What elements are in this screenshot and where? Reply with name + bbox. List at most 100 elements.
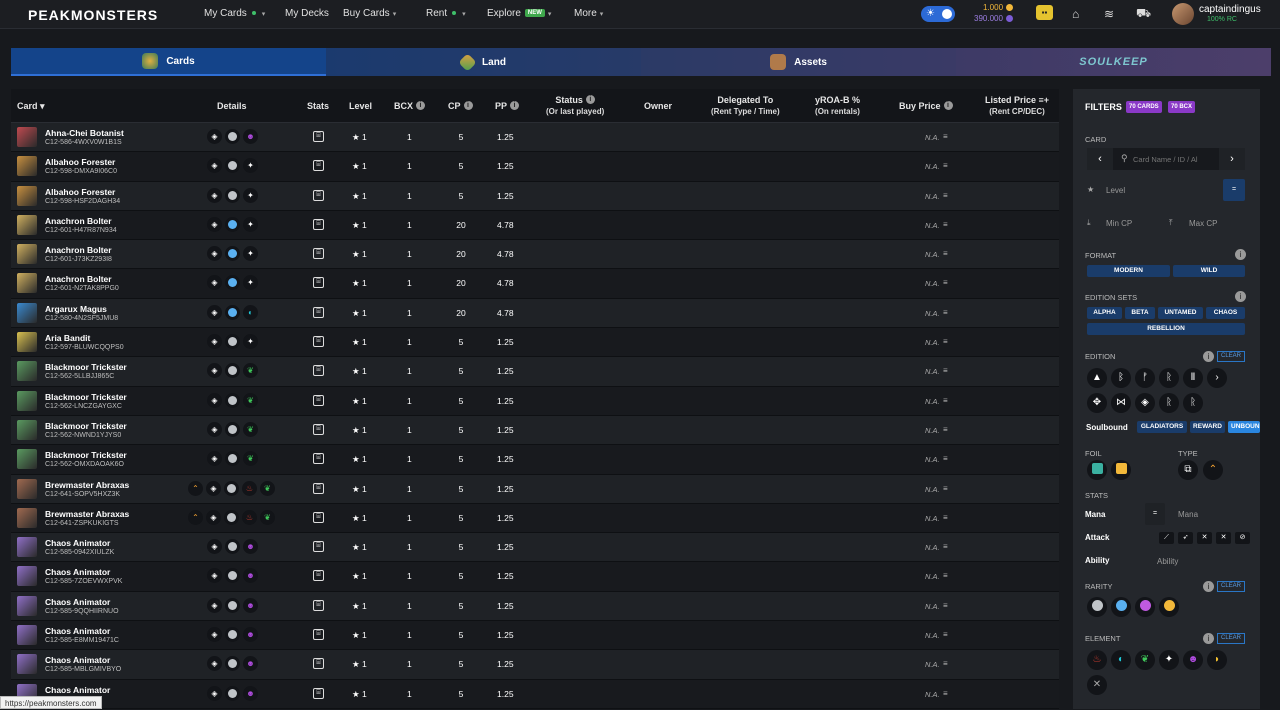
type-monster-icon[interactable]: ⧉ xyxy=(1178,460,1198,480)
table-row[interactable]: Albahoo Forester C12-598-HSF2DAGH34 ◈ ✦ ⌸ ★ 1… xyxy=(11,181,1059,211)
table-row[interactable]: Blackmoor Trickster C12-562-5LLBJJ865C ◈ ❦ ⌸… xyxy=(11,357,1059,387)
list-icon[interactable]: ≡ xyxy=(943,337,948,347)
min-cp-input[interactable]: Min CP xyxy=(1106,219,1133,228)
table-row[interactable]: Aria Bandit C12-597-BLUWCQQPS0 ◈ ✦ ⌸ ★ 1 1 5 1.2… xyxy=(11,328,1059,358)
header-owner[interactable]: Owner xyxy=(644,101,673,111)
edition-promo-icon[interactable]: ᚠ xyxy=(1135,368,1155,388)
card-name[interactable]: Blackmoor Trickster xyxy=(45,450,127,461)
ability-input[interactable]: Ability xyxy=(1157,557,1179,566)
element-fire-icon[interactable]: ♨ xyxy=(1087,650,1107,670)
card-name[interactable]: Chaos Animator xyxy=(45,567,111,578)
stats-icon[interactable]: ⌸ xyxy=(313,306,324,318)
table-row[interactable]: Brewmaster Abraxas C12-641-ZSPKUKIGTS ⌃ ◈ ♨ ❦… xyxy=(11,503,1059,534)
soulbound-gladiators-button[interactable]: GLADIATORS xyxy=(1137,421,1187,433)
card-name[interactable]: Aria Bandit xyxy=(45,333,91,344)
list-icon[interactable]: ≡ xyxy=(943,249,948,259)
nav-buy-cards[interactable]: Buy Cards ▾ xyxy=(343,8,396,19)
info-icon[interactable]: i xyxy=(1235,249,1246,260)
card-thumbnail[interactable] xyxy=(17,449,37,470)
attack-magic-icon[interactable]: ✕ xyxy=(1197,532,1212,544)
list-icon[interactable]: ≡ xyxy=(943,483,948,493)
header-pp[interactable]: PP i xyxy=(495,101,520,112)
set-rebellion-button[interactable]: REBELLION xyxy=(1087,323,1245,335)
card-name[interactable]: Chaos Animator xyxy=(45,655,111,666)
table-row[interactable]: Brewmaster Abraxas C12-641-SOPV5HXZ3K ⌃ ◈ ♨ ❦… xyxy=(11,474,1059,504)
avatar[interactable] xyxy=(1172,3,1194,25)
tab-soulkeep[interactable]: SOULKEEP xyxy=(956,48,1271,76)
stats-icon[interactable]: ⌸ xyxy=(313,248,324,260)
card-name[interactable]: Brewmaster Abraxas xyxy=(45,479,130,490)
rarity-clear-button[interactable]: CLEAR xyxy=(1217,581,1245,592)
card-thumbnail[interactable] xyxy=(17,507,37,528)
stats-icon[interactable]: ⌸ xyxy=(313,423,324,435)
header-cp[interactable]: CP i xyxy=(448,101,473,112)
stats-icon[interactable]: ⌸ xyxy=(313,541,324,553)
list-icon[interactable]: ≡ xyxy=(943,132,948,141)
stats-icon[interactable]: ⌸ xyxy=(313,218,324,230)
info-icon[interactable]: i xyxy=(510,101,520,110)
card-thumbnail[interactable] xyxy=(17,244,37,265)
list-icon[interactable]: ≡ xyxy=(943,278,948,288)
card-thumbnail[interactable] xyxy=(17,361,37,382)
card-thumbnail[interactable] xyxy=(17,332,37,353)
header-status[interactable]: Status i (Or last played) xyxy=(546,95,604,117)
table-row[interactable]: Ahna-Chei Botanist C12-586-4WXV0W1B1S ◈ ☻ ⌸ ★… xyxy=(11,123,1059,153)
element-death-icon[interactable]: ☻ xyxy=(1183,650,1203,670)
foil-gold-icon[interactable] xyxy=(1111,460,1131,480)
max-cp-input[interactable]: Max CP xyxy=(1189,219,1218,228)
rarity-legendary-icon[interactable] xyxy=(1159,597,1179,617)
table-row[interactable]: Blackmoor Trickster C12-562-OMXDAOAK6O ◈ ❦ ⌸… xyxy=(11,445,1059,475)
list-icon[interactable]: ≡ xyxy=(943,366,948,376)
info-icon[interactable]: i xyxy=(416,101,426,110)
card-name[interactable]: Anachron Bolter xyxy=(45,245,112,256)
info-icon[interactable]: i xyxy=(585,95,595,104)
list-icon[interactable]: ≡ xyxy=(943,512,948,522)
edition-rebellion-icon[interactable]: ◈ xyxy=(1135,393,1155,413)
list-icon[interactable]: ≡ xyxy=(943,630,948,640)
type-summoner-icon[interactable]: ⌃ xyxy=(1203,460,1223,480)
element-water-icon[interactable]: ◐ xyxy=(1111,650,1131,670)
card-thumbnail[interactable] xyxy=(17,478,37,499)
stats-icon[interactable]: ⌸ xyxy=(313,189,324,201)
soulbound-unbound-button[interactable]: UNBOUN xyxy=(1228,421,1260,433)
element-dragon-icon[interactable]: ◗ xyxy=(1207,650,1227,670)
stats-icon[interactable]: ⌸ xyxy=(313,365,324,377)
info-icon[interactable]: i xyxy=(1203,351,1214,362)
info-icon[interactable]: i xyxy=(1203,633,1214,644)
card-thumbnail[interactable] xyxy=(17,214,37,235)
info-icon[interactable]: i xyxy=(1235,291,1246,302)
card-thumbnail[interactable] xyxy=(17,595,37,616)
username[interactable]: captaindingus xyxy=(1199,4,1261,15)
list-icon[interactable]: ≡ xyxy=(943,688,948,698)
card-name[interactable]: Brewmaster Abraxas xyxy=(45,508,130,519)
attack-melee-icon[interactable]: ⟋ xyxy=(1159,532,1174,544)
rarity-epic-icon[interactable] xyxy=(1135,597,1155,617)
attack-ranged-icon[interactable]: ➶ xyxy=(1178,532,1193,544)
edition-soulbound-chaos-icon[interactable]: ᚱ xyxy=(1183,393,1203,413)
nav-my-cards[interactable]: My Cards ▾ xyxy=(204,8,265,19)
card-thumbnail[interactable] xyxy=(17,302,37,323)
element-clear-button[interactable]: CLEAR xyxy=(1217,633,1245,644)
card-name[interactable]: Blackmoor Trickster xyxy=(45,420,127,431)
list-icon[interactable]: ≡ xyxy=(943,219,948,229)
element-neutral-icon[interactable]: ✕ xyxy=(1087,675,1107,695)
card-name[interactable]: Chaos Animator xyxy=(45,596,111,607)
theme-toggle[interactable]: ☀ xyxy=(921,6,955,22)
nav-more[interactable]: More ▾ xyxy=(574,8,603,19)
info-icon[interactable]: i xyxy=(463,101,473,110)
header-bcx[interactable]: BCX i xyxy=(394,101,426,112)
list-icon[interactable]: ≡ xyxy=(943,454,948,464)
attack-none-icon[interactable]: ⊘ xyxy=(1235,532,1250,544)
card-thumbnail[interactable] xyxy=(17,566,37,587)
header-buy-price[interactable]: Buy Price i xyxy=(899,101,953,112)
chat-icon[interactable]: ▪▪ xyxy=(1036,5,1053,20)
edition-beta-icon[interactable]: ᛒ xyxy=(1111,368,1131,388)
card-thumbnail[interactable] xyxy=(17,537,37,558)
card-thumbnail[interactable] xyxy=(17,156,37,177)
next-arrow-icon[interactable]: › xyxy=(1219,148,1245,170)
